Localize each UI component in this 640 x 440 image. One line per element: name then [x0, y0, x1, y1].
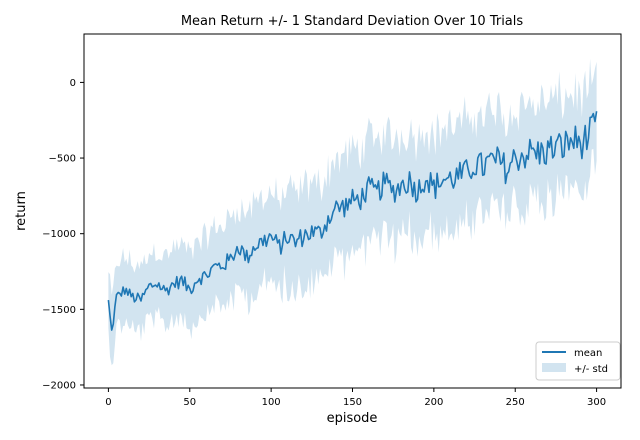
x-tick-label: 300	[587, 397, 606, 408]
legend-mean-label: mean	[574, 348, 602, 359]
legend-std-label: +/- std	[574, 364, 608, 375]
x-axis-ticks: 0 50 100 150 200 250 300	[105, 388, 606, 408]
mean-line	[107, 111, 598, 331]
legend: mean +/- std	[535, 341, 621, 381]
x-tick-label: 250	[506, 397, 525, 408]
y-tick-label: 0	[70, 78, 76, 89]
std-band-layer	[108, 58, 597, 366]
legend-std-swatch	[542, 363, 566, 372]
plot-area	[107, 58, 598, 366]
std-band	[108, 58, 597, 366]
x-tick-label: 150	[343, 397, 362, 408]
y-axis-ticks: 0 −500 −1000 −1500 −2000	[42, 78, 84, 391]
y-tick-label: −2000	[42, 380, 76, 391]
x-tick-label: 100	[262, 397, 281, 408]
y-tick-label: −1500	[42, 305, 76, 316]
x-tick-label: 50	[183, 397, 196, 408]
y-tick-label: −500	[49, 154, 76, 165]
x-axis-label: episode	[327, 411, 378, 426]
mean-line-layer	[107, 111, 598, 331]
y-tick-label: −1000	[42, 229, 76, 240]
chart-title: Mean Return +/- 1 Standard Deviation Ove…	[181, 14, 524, 29]
y-axis-label: return	[14, 191, 29, 231]
x-tick-label: 0	[105, 397, 111, 408]
x-tick-label: 200	[424, 397, 443, 408]
